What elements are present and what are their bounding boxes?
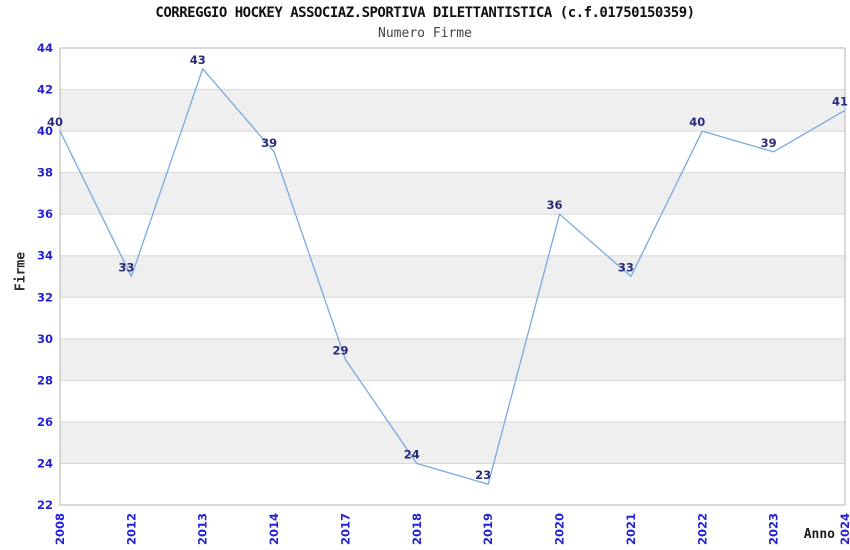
y-tick-label: 38 [37,166,53,180]
data-point-label: 39 [261,136,277,150]
data-point-label: 43 [190,53,206,67]
y-tick-label: 26 [37,415,53,429]
data-point-label: 41 [832,94,848,108]
data-point-label: 33 [618,261,634,275]
y-tick-label: 40 [37,124,53,138]
x-tick-label: 2017 [338,513,352,545]
plot-band [60,89,845,132]
plot-band [60,255,845,298]
y-tick-label: 44 [37,41,53,55]
plot-band [60,297,845,339]
plot-band [60,463,845,505]
plot-band [60,421,845,464]
data-point-label: 23 [475,468,491,482]
data-point-label: 24 [404,447,420,461]
x-tick-label: 2022 [695,513,709,545]
data-point-label: 36 [547,198,563,212]
chart-title: CORREGGIO HOCKEY ASSOCIAZ.SPORTIVA DILET… [155,5,695,21]
x-axis-title: Anno [803,527,835,542]
plot-band [60,380,845,422]
x-tick-label: 2019 [481,513,495,545]
y-tick-label: 42 [37,83,53,97]
x-tick-label: 2023 [767,513,781,545]
y-tick-label: 24 [37,456,53,470]
plot-band [60,214,845,256]
y-tick-label: 28 [37,373,53,387]
plot-band [60,48,845,90]
x-tick-label: 2020 [553,513,567,545]
x-tick-label: 2008 [53,513,67,545]
x-tick-label: 2021 [624,513,638,545]
y-tick-label: 30 [37,332,53,346]
data-point-label: 39 [761,136,777,150]
data-point-label: 40 [689,115,705,129]
x-tick-label: 2013 [196,513,210,545]
data-point-label: 29 [332,344,348,358]
plot-band [60,338,845,381]
y-tick-label: 32 [37,290,53,304]
plot-band [60,131,845,173]
data-point-label: 33 [118,261,134,275]
x-tick-label: 2024 [838,513,850,545]
y-tick-label: 34 [37,249,53,263]
x-tick-label: 2014 [267,513,281,545]
x-tick-label: 2018 [410,513,424,545]
y-tick-label: 22 [37,498,53,512]
chart-subtitle: Numero Firme [378,26,472,41]
data-point-label: 40 [47,115,63,129]
x-tick-label: 2012 [124,513,138,545]
plot-border [59,47,846,506]
plot-band [60,172,845,215]
y-tick-label: 36 [37,207,53,221]
data-series-line [59,68,846,485]
